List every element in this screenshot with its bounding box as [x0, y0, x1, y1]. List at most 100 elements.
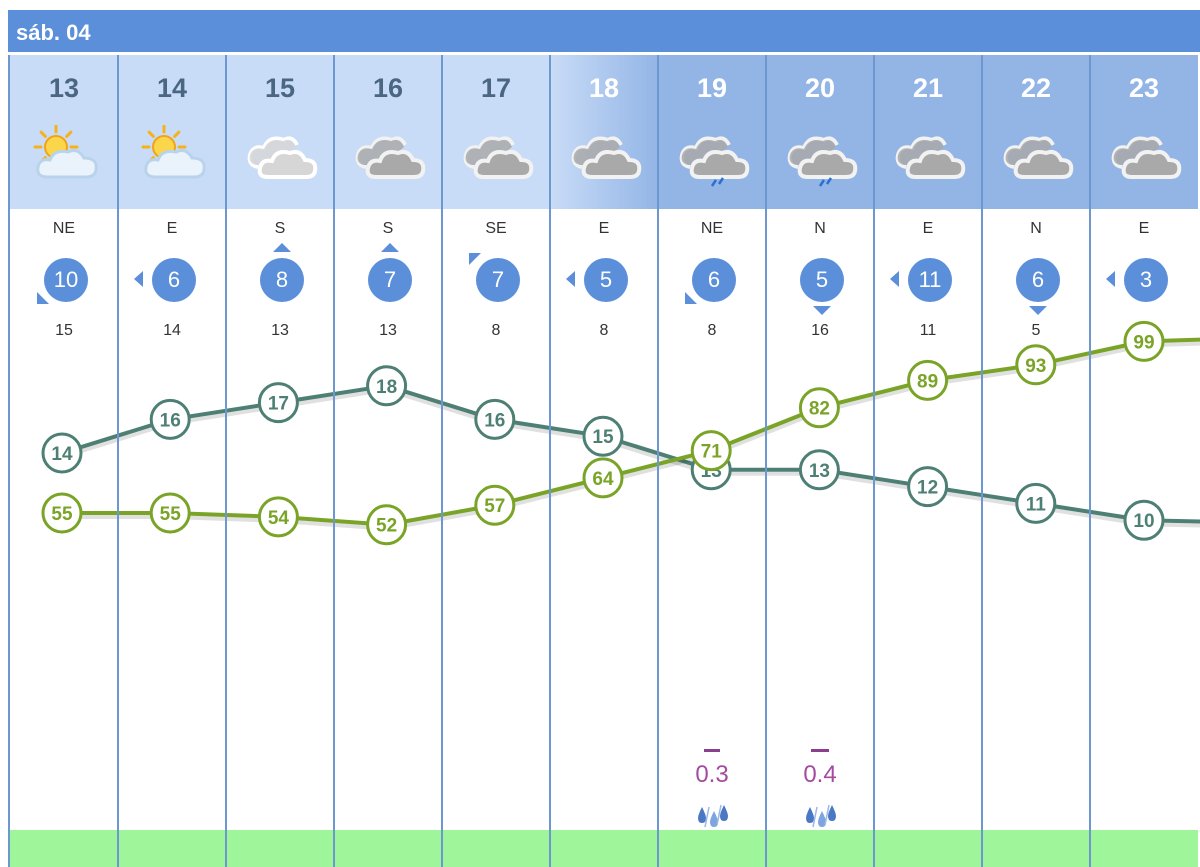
column-divider [549, 55, 551, 867]
wind-direction-arrow-icon [381, 243, 399, 252]
column-divider [441, 55, 443, 867]
green-strip [442, 830, 550, 867]
hour-column: 20 N 5 16 0.4 [766, 55, 874, 867]
wind-speed-badge: 6 [152, 258, 196, 302]
hour-label: 16 [372, 73, 404, 103]
wind-direction-arrow-icon [1029, 306, 1047, 315]
wind-direction-label: NE [52, 220, 76, 237]
wind-speed-badge: 5 [584, 258, 628, 302]
hour-column: 15 S 8 13 [226, 55, 334, 867]
wind-direction-label: E [166, 220, 178, 237]
wind-direction-label: N [814, 220, 826, 237]
hour-column: 19 NE 6 8 0.3 [658, 55, 766, 867]
cloud-icon [460, 125, 536, 187]
hour-header [334, 55, 442, 209]
hour-label: 22 [1020, 73, 1052, 103]
hour-label: 19 [696, 73, 728, 103]
wind-direction-arrow-icon [37, 292, 49, 304]
wind-speed-badge: 10 [44, 258, 88, 302]
light-cloud-icon [244, 125, 320, 187]
wind-gust-value: 13 [271, 322, 289, 339]
precip-bar [704, 749, 720, 752]
hour-label: 23 [1128, 73, 1160, 103]
sun-cloud-icon [136, 124, 212, 187]
cloud-icon [352, 125, 428, 187]
wind-gust-value: 15 [55, 322, 73, 339]
cloud-icon [1108, 125, 1184, 187]
column-divider [225, 55, 227, 867]
column-divider [333, 55, 335, 867]
hour-label: 15 [264, 73, 296, 103]
wind-speed-badge: 5 [800, 258, 844, 302]
sun-cloud-icon [28, 124, 104, 187]
hour-column: 14 E 6 14 [118, 55, 226, 867]
wind-direction-arrow-icon [566, 271, 575, 287]
hour-label: 14 [156, 73, 188, 103]
column-divider [8, 55, 10, 867]
hour-label: 13 [48, 73, 80, 103]
hour-header [550, 55, 658, 209]
green-strip [766, 830, 874, 867]
wind-direction-arrow-icon [469, 253, 481, 265]
hour-column: 17 SE 7 8 [442, 55, 550, 867]
wind-speed-badge: 7 [476, 258, 520, 302]
wind-direction-label: SE [485, 220, 507, 237]
wind-direction-label: NE [700, 220, 724, 237]
rain-cloud-icon [784, 125, 860, 187]
green-strip [550, 830, 658, 867]
hour-header [658, 55, 766, 209]
wind-gust-value: 14 [163, 322, 181, 339]
wind-direction-arrow-icon [273, 243, 291, 252]
hour-column: 13 NE 10 15 [10, 55, 118, 867]
precip-amount: 0.4 [803, 761, 837, 788]
column-divider [117, 55, 119, 867]
wind-gust-value: 8 [707, 322, 717, 339]
hour-header [1090, 55, 1198, 209]
hour-label: 21 [912, 73, 944, 103]
green-strip [226, 830, 334, 867]
wind-direction-arrow-icon [813, 306, 831, 315]
green-strip [658, 830, 766, 867]
hour-header [766, 55, 874, 209]
hour-header [442, 55, 550, 209]
green-strip [1090, 830, 1198, 867]
hour-column: 22 N 6 5 [982, 55, 1090, 867]
cloud-icon [892, 125, 968, 187]
column-divider [657, 55, 659, 867]
hour-column: 16 S 7 13 [334, 55, 442, 867]
hour-header [118, 55, 226, 209]
hour-column: 18 E 5 8 [550, 55, 658, 867]
day-label: sáb. 04 [16, 20, 91, 45]
hour-label: 17 [480, 73, 512, 103]
wind-direction-label: S [274, 220, 286, 237]
green-strip [982, 830, 1090, 867]
rain-cloud-icon [676, 125, 752, 187]
cloud-icon [568, 125, 644, 187]
hour-header [982, 55, 1090, 209]
wind-direction-label: E [922, 220, 934, 237]
green-strip [874, 830, 982, 867]
rain-drops-icon [694, 803, 730, 829]
wind-gust-value: 5 [1031, 322, 1041, 339]
wind-gust-value: 13 [379, 322, 397, 339]
wind-direction-arrow-icon [685, 292, 697, 304]
wind-speed-badge: 6 [1016, 258, 1060, 302]
day-header-bar [8, 10, 1200, 52]
hour-column: 23 E 3 3 [1090, 55, 1198, 867]
column-divider [873, 55, 875, 867]
rain-drops-icon [802, 803, 838, 829]
wind-direction-label: S [382, 220, 394, 237]
column-divider [765, 55, 767, 867]
hour-header [226, 55, 334, 209]
wind-speed-badge: 3 [1124, 258, 1168, 302]
wind-speed-badge: 11 [908, 258, 952, 302]
green-strip [118, 830, 226, 867]
wind-direction-label: E [1138, 220, 1150, 237]
wind-direction-label: E [598, 220, 610, 237]
hour-label: 20 [804, 73, 836, 103]
wind-gust-value: 11 [919, 322, 937, 339]
precip-amount: 0.3 [695, 761, 729, 788]
wind-gust-value: 3 [1139, 322, 1149, 339]
wind-gust-value: 8 [599, 322, 609, 339]
column-divider [981, 55, 983, 867]
